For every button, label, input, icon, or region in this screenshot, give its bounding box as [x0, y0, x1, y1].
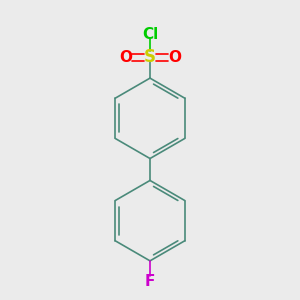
Text: O: O	[119, 50, 132, 65]
Text: S: S	[144, 48, 156, 66]
Text: O: O	[168, 50, 181, 65]
Text: F: F	[145, 274, 155, 289]
Text: Cl: Cl	[142, 27, 158, 42]
